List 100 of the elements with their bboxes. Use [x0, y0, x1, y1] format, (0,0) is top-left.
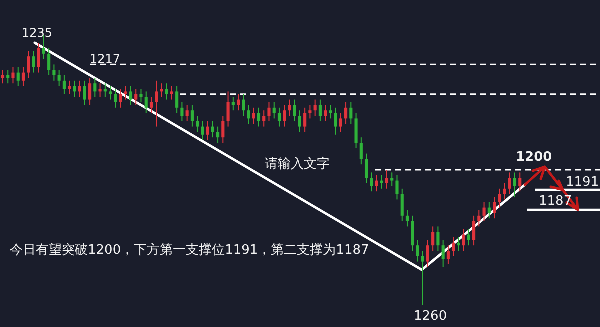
candlestick [129, 86, 133, 106]
candlestick [201, 120, 204, 141]
candlestick [134, 88, 138, 106]
candlestick [385, 170, 389, 190]
candlestick [1, 70, 5, 84]
candlestick [406, 210, 410, 228]
candlestick [196, 116, 200, 133]
candlestick [242, 94, 246, 116]
candlestick [236, 94, 240, 112]
candlestick [68, 80, 72, 95]
candlestick [329, 104, 332, 120]
candlestick [416, 240, 420, 262]
candlestick [421, 250, 424, 306]
candlestick [83, 80, 86, 106]
candlestick [380, 174, 384, 190]
candlestick [503, 183, 506, 200]
annotation: 请输入文字 [265, 156, 330, 172]
candlestick [452, 237, 456, 257]
candlestick [344, 102, 348, 125]
candlestick [12, 66, 15, 84]
candlestick [6, 70, 10, 84]
text: 1260 [414, 309, 448, 324]
candlestick [58, 70, 61, 87]
candlestick [252, 107, 256, 125]
candlestick [508, 172, 512, 195]
candlestick [488, 202, 491, 220]
candlestick [262, 110, 266, 128]
candlestick [73, 80, 76, 98]
candlestick [308, 104, 312, 120]
candlestick [160, 83, 164, 98]
candlestick [360, 137, 363, 166]
candlestick [339, 112, 342, 133]
annotation: 1200 [516, 150, 552, 165]
candlestick [108, 86, 112, 100]
candlestick [513, 172, 517, 198]
candlestick [140, 88, 143, 103]
candlestick [298, 110, 302, 133]
candlestick [27, 50, 30, 79]
candlestick [272, 102, 276, 120]
annotation: 1235 [22, 26, 53, 40]
candlestick [324, 104, 328, 122]
candlestick [478, 210, 481, 228]
candlestick [257, 107, 261, 128]
candlestick [247, 104, 250, 125]
candlestick [314, 99, 317, 116]
candlestick [155, 80, 158, 128]
candlestick [104, 83, 107, 98]
candlestick [304, 107, 307, 133]
candlestick [432, 226, 435, 252]
annotation: 1217 [90, 52, 121, 66]
candlestick [426, 240, 430, 268]
candlestick [124, 86, 128, 100]
candlestick [98, 83, 102, 98]
candlestick [350, 102, 353, 125]
candlestick [226, 91, 230, 128]
candlestick [318, 99, 322, 122]
candlestick [170, 86, 174, 100]
candlestick [278, 107, 282, 128]
candlestick [150, 96, 154, 114]
candlestick [375, 174, 378, 192]
candlestick [48, 48, 51, 76]
candlestick [211, 120, 214, 138]
candlestick [180, 102, 184, 122]
candlestick [88, 78, 92, 106]
candlestick [334, 107, 338, 136]
text: 1191 [566, 175, 600, 190]
candlestick [144, 91, 148, 114]
candlestick [232, 96, 235, 112]
candlestick [288, 99, 292, 116]
candlestick [457, 237, 460, 252]
candlestick [119, 88, 122, 108]
candlestick [176, 86, 179, 114]
candlestick [442, 240, 445, 268]
candlestick [78, 80, 82, 98]
candlestick [22, 66, 26, 87]
candlestick [396, 174, 399, 200]
candlestick [436, 226, 440, 252]
candlestick [32, 50, 36, 74]
candlestick [462, 228, 466, 252]
candlestick [216, 126, 220, 144]
candlestick [283, 104, 286, 128]
candlestick [190, 104, 194, 128]
candlestick [400, 188, 404, 222]
candlestick [492, 196, 496, 220]
candlestick [364, 153, 368, 184]
candlestick [165, 83, 168, 100]
candlestick [293, 99, 296, 122]
candlestick [37, 42, 40, 74]
candlestick [94, 78, 97, 98]
candlestick [268, 102, 271, 122]
candlestick [114, 88, 118, 108]
candlestick [518, 172, 522, 192]
annotation: 今日有望突破1200，下方第一支撑位1191，第二支撑为1187 [10, 242, 370, 258]
candlestick [482, 202, 486, 222]
candlestick [498, 188, 502, 208]
candlestick [446, 245, 450, 265]
candlestick [370, 172, 374, 192]
candlestick [62, 75, 66, 95]
candlestick [186, 104, 189, 122]
candlestick [390, 172, 394, 187]
